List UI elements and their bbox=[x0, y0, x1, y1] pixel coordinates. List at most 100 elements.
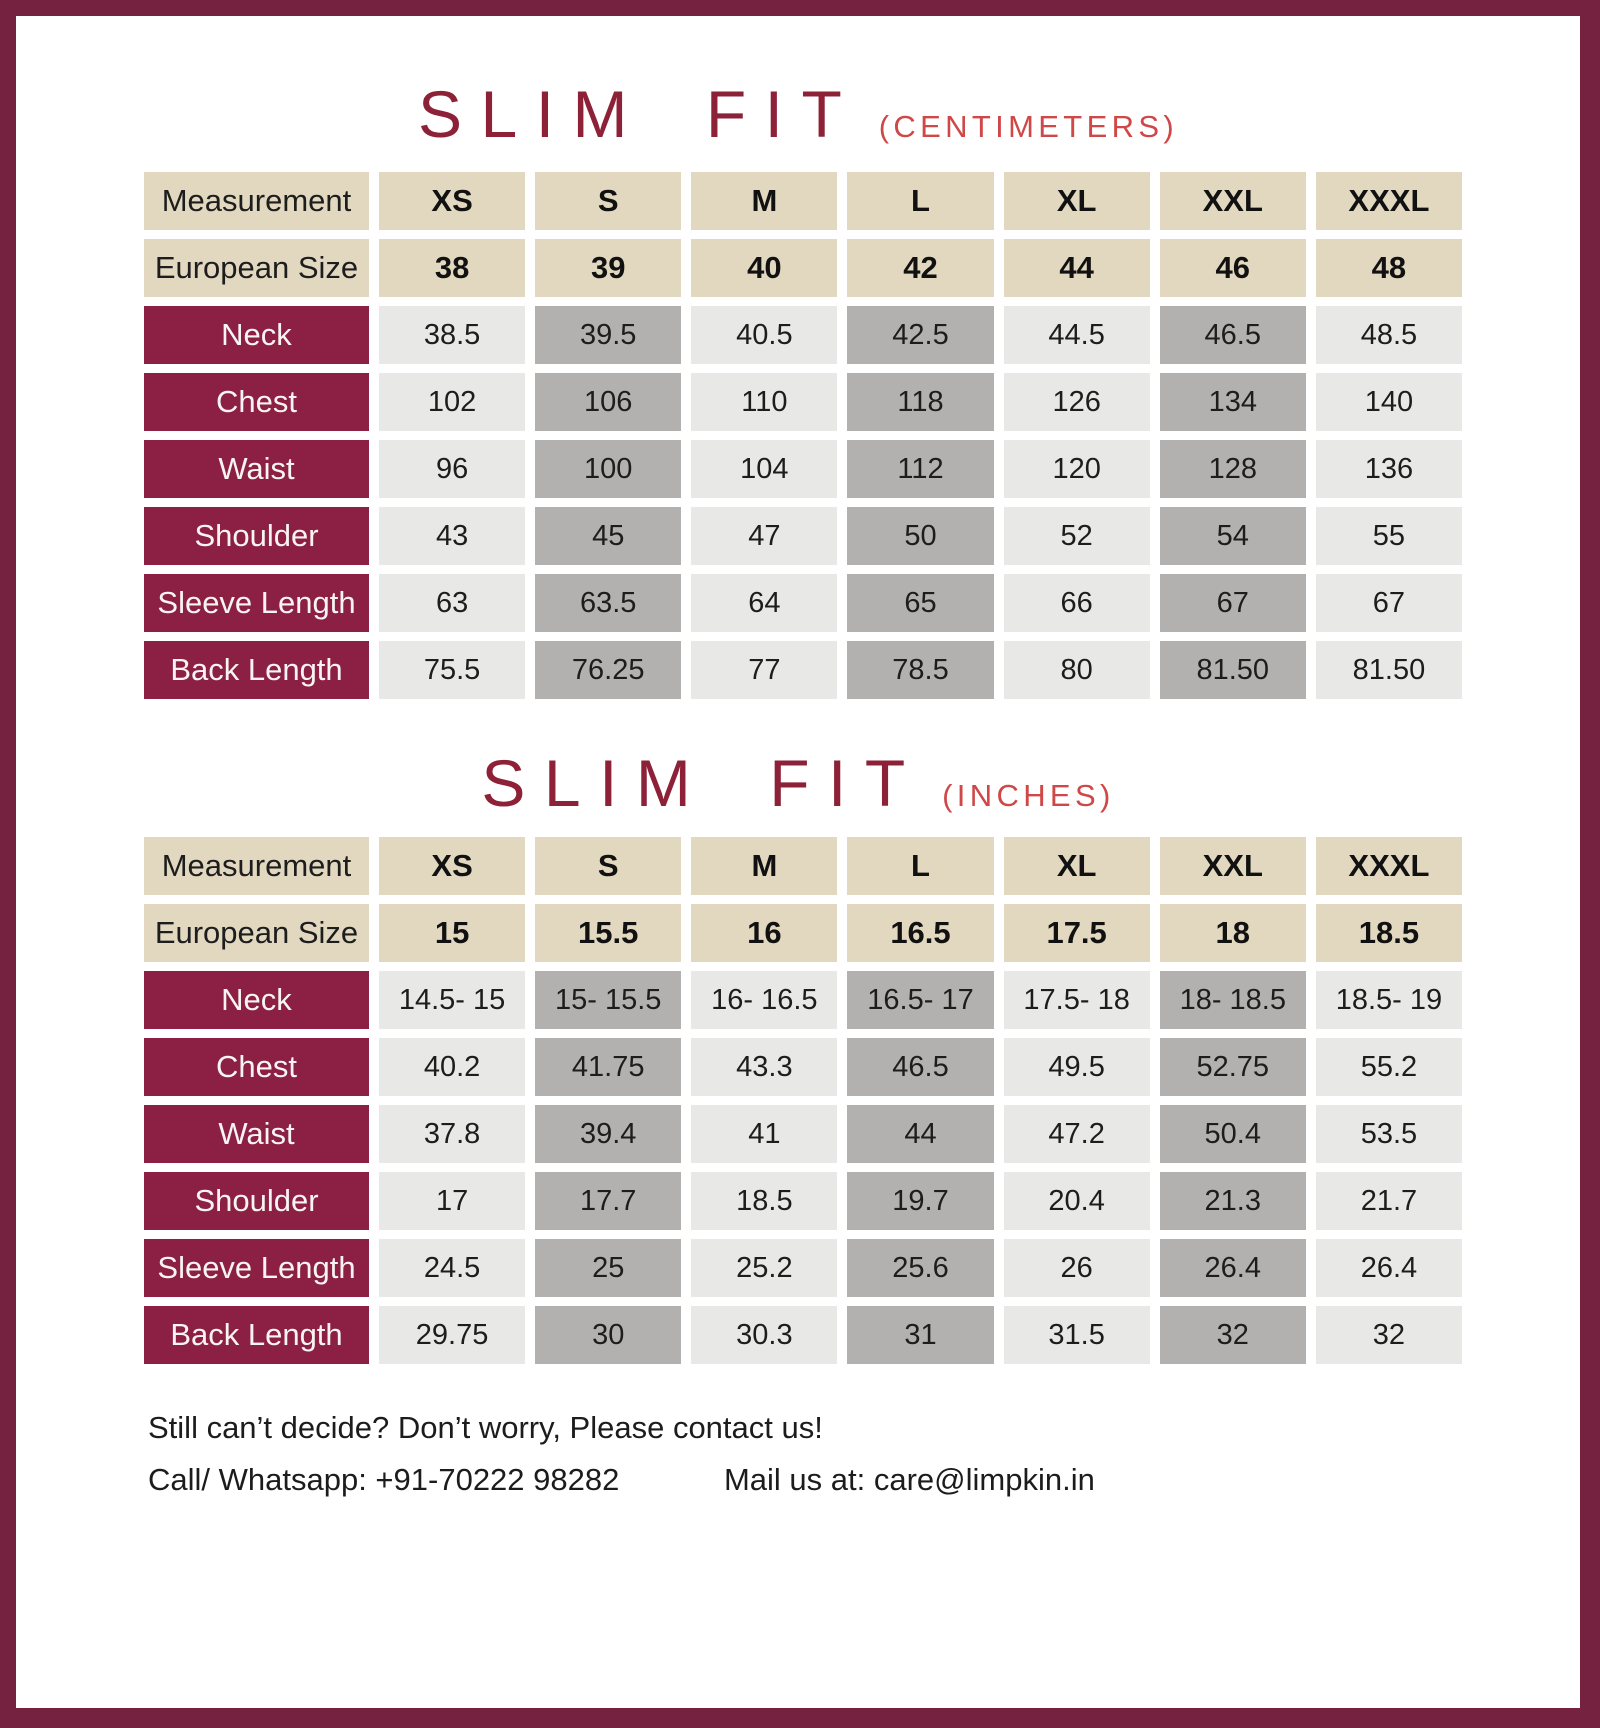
value-cell: 25.2 bbox=[691, 1239, 838, 1297]
value-cell: 41 bbox=[691, 1105, 838, 1163]
european-size-label-cell: European Size bbox=[144, 239, 369, 297]
value-cell: 50 bbox=[847, 507, 994, 565]
value-cell: 96 bbox=[379, 440, 526, 498]
value-cell: 43 bbox=[379, 507, 526, 565]
value-cell: 44.5 bbox=[1003, 306, 1150, 364]
row-label-cell: Back Length bbox=[144, 641, 369, 699]
value-cell: 39.4 bbox=[535, 1105, 682, 1163]
value-cell: 76.25 bbox=[535, 641, 682, 699]
value-cell: 30.3 bbox=[691, 1306, 838, 1364]
european-size-cell: 42 bbox=[847, 239, 994, 297]
size-column-header: L bbox=[847, 172, 994, 230]
row-label-cell: Back Length bbox=[144, 1306, 369, 1364]
value-cell: 54 bbox=[1159, 507, 1306, 565]
size-column-header: XXXL bbox=[1315, 837, 1462, 895]
size-column-header: XXL bbox=[1159, 172, 1306, 230]
value-cell: 21.3 bbox=[1159, 1172, 1306, 1230]
value-cell: 77 bbox=[691, 641, 838, 699]
value-cell: 31 bbox=[847, 1306, 994, 1364]
value-cell: 63 bbox=[379, 574, 526, 632]
european-size-label-cell: European Size bbox=[144, 904, 369, 962]
value-cell: 120 bbox=[1003, 440, 1150, 498]
value-cell: 75.5 bbox=[379, 641, 526, 699]
value-cell: 78.5 bbox=[847, 641, 994, 699]
european-size-cell: 39 bbox=[535, 239, 682, 297]
european-size-cell: 46 bbox=[1159, 239, 1306, 297]
size-column-header: XXL bbox=[1159, 837, 1306, 895]
title-slim-fit-in: SLIM FIT bbox=[481, 746, 924, 820]
size-column-header: M bbox=[691, 172, 838, 230]
size-column-header: XS bbox=[379, 837, 526, 895]
european-size-cell: 18.5 bbox=[1315, 904, 1462, 962]
value-cell: 42.5 bbox=[847, 306, 994, 364]
value-cell: 41.75 bbox=[535, 1038, 682, 1096]
european-size-cell: 44 bbox=[1003, 239, 1150, 297]
value-cell: 112 bbox=[847, 440, 994, 498]
row-label-cell: Shoulder bbox=[144, 507, 369, 565]
value-cell: 15- 15.5 bbox=[535, 971, 682, 1029]
measurement-header-cell: Measurement bbox=[144, 837, 369, 895]
value-cell: 29.75 bbox=[379, 1306, 526, 1364]
value-cell: 65 bbox=[847, 574, 994, 632]
footer-email: Mail us at: care@limpkin.in bbox=[723, 1462, 1095, 1498]
value-cell: 136 bbox=[1315, 440, 1462, 498]
value-cell: 49.5 bbox=[1003, 1038, 1150, 1096]
value-cell: 67 bbox=[1159, 574, 1306, 632]
value-cell: 14.5- 15 bbox=[379, 971, 526, 1029]
value-cell: 110 bbox=[691, 373, 838, 431]
value-cell: 45 bbox=[535, 507, 682, 565]
value-cell: 80 bbox=[1003, 641, 1150, 699]
value-cell: 55 bbox=[1315, 507, 1462, 565]
measurement-header-cell: Measurement bbox=[144, 172, 369, 230]
value-cell: 100 bbox=[535, 440, 682, 498]
value-cell: 140 bbox=[1315, 373, 1462, 431]
size-column-header: S bbox=[535, 837, 682, 895]
value-cell: 21.7 bbox=[1315, 1172, 1462, 1230]
value-cell: 32 bbox=[1315, 1306, 1462, 1364]
value-cell: 50.4 bbox=[1159, 1105, 1306, 1163]
value-cell: 25 bbox=[535, 1239, 682, 1297]
value-cell: 30 bbox=[535, 1306, 682, 1364]
value-cell: 52 bbox=[1003, 507, 1150, 565]
value-cell: 19.7 bbox=[847, 1172, 994, 1230]
row-label-cell: Sleeve Length bbox=[144, 1239, 369, 1297]
value-cell: 39.5 bbox=[535, 306, 682, 364]
value-cell: 47.2 bbox=[1003, 1105, 1150, 1163]
unit-label-centimeters: (CENTIMETERS) bbox=[878, 109, 1178, 144]
value-cell: 81.50 bbox=[1315, 641, 1462, 699]
title-slim-fit-cm: SLIM FIT bbox=[418, 77, 861, 151]
footer-contact-line: Call/ Whatsapp: +91-70222 98282 Mail us … bbox=[148, 1460, 1462, 1500]
value-cell: 81.50 bbox=[1159, 641, 1306, 699]
value-cell: 134 bbox=[1159, 373, 1306, 431]
value-cell: 26.4 bbox=[1159, 1239, 1306, 1297]
european-size-cell: 16 bbox=[691, 904, 838, 962]
european-size-cell: 40 bbox=[691, 239, 838, 297]
row-label-cell: Waist bbox=[144, 440, 369, 498]
value-cell: 16- 16.5 bbox=[691, 971, 838, 1029]
value-cell: 118 bbox=[847, 373, 994, 431]
size-column-header: XS bbox=[379, 172, 526, 230]
value-cell: 18.5 bbox=[691, 1172, 838, 1230]
value-cell: 104 bbox=[691, 440, 838, 498]
row-label-cell: Neck bbox=[144, 306, 369, 364]
value-cell: 17.5- 18 bbox=[1003, 971, 1150, 1029]
size-column-header: XL bbox=[1003, 837, 1150, 895]
value-cell: 44 bbox=[847, 1105, 994, 1163]
european-size-cell: 15 bbox=[379, 904, 526, 962]
row-label-cell: Shoulder bbox=[144, 1172, 369, 1230]
value-cell: 17.7 bbox=[535, 1172, 682, 1230]
value-cell: 46.5 bbox=[847, 1038, 994, 1096]
value-cell: 47 bbox=[691, 507, 838, 565]
value-cell: 20.4 bbox=[1003, 1172, 1150, 1230]
row-label-cell: Chest bbox=[144, 373, 369, 431]
size-column-header: XL bbox=[1003, 172, 1150, 230]
value-cell: 64 bbox=[691, 574, 838, 632]
value-cell: 53.5 bbox=[1315, 1105, 1462, 1163]
row-label-cell: Sleeve Length bbox=[144, 574, 369, 632]
value-cell: 17 bbox=[379, 1172, 526, 1230]
value-cell: 63.5 bbox=[535, 574, 682, 632]
footer-phone: Call/ Whatsapp: +91-70222 98282 bbox=[148, 1462, 620, 1498]
value-cell: 25.6 bbox=[847, 1239, 994, 1297]
title-centimeters: SLIM FIT (CENTIMETERS) bbox=[56, 76, 1540, 152]
